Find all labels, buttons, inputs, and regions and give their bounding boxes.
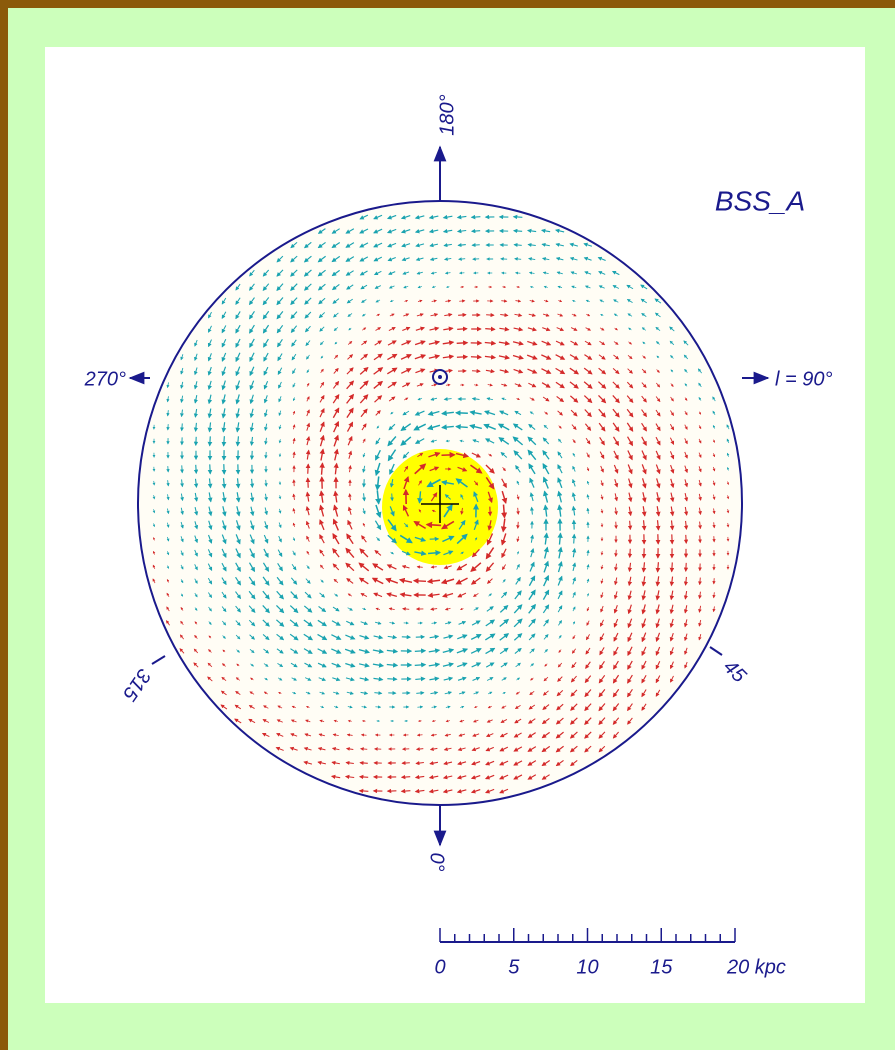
field-arrow [360,763,368,764]
field-arrow [472,371,480,372]
field-arrow [252,479,253,487]
scale-label: 15 [650,956,673,978]
field-arrow [387,679,396,680]
model-title: BSS_A [715,185,805,216]
field-arrow [457,357,467,358]
field-arrow [196,465,197,473]
field-arrow [322,463,323,474]
field-arrow [414,581,426,582]
direction-label: l = 90° [775,368,832,390]
field-arrow [415,651,425,652]
field-arrow [415,679,424,680]
field-arrow [457,343,468,344]
field-arrow [658,562,659,572]
field-arrow [616,550,617,557]
direction-label: 270° [84,368,126,390]
field-arrow [402,777,410,778]
direction-label: 0° [426,852,448,871]
field-arrow [501,301,506,302]
sun-dot [438,375,442,379]
field-arrow [514,245,522,246]
field-arrow [458,315,466,316]
field-arrow [504,505,505,518]
field-arrow [415,665,426,666]
field-arrow [456,427,468,428]
field-arrow [387,665,397,666]
field-arrow [518,508,519,514]
field-arrow [416,693,423,694]
scale-label: 5 [508,956,520,978]
scale-label: 10 [576,956,598,978]
field-arrow [428,553,440,554]
field-arrow [427,525,441,526]
field-arrow [360,791,369,792]
field-arrow [630,521,631,529]
field-arrow [472,217,481,218]
field-arrow [360,777,368,778]
field-arrow [574,534,575,543]
field-arrow [402,791,411,792]
field-arrow [672,562,673,571]
field-arrow [182,423,183,430]
field-arrow [459,301,465,302]
field-arrow [457,329,467,330]
field-arrow [472,231,480,232]
field-arrow [700,578,701,585]
field-arrow [392,493,393,500]
scale-label: 0 [434,956,445,978]
direction-label: 180° [436,94,458,135]
field-arrow [514,217,523,218]
field-arrow [417,567,422,568]
field-arrow [417,707,422,708]
field-arrow [210,436,211,445]
field-arrow [402,763,410,764]
scale-label: 20 kpc [726,956,786,978]
field-arrow [361,749,368,750]
field-arrow [266,480,267,486]
field-arrow [485,329,495,330]
field-arrow [224,436,225,446]
field-arrow [431,567,436,568]
field-arrow [514,231,522,232]
